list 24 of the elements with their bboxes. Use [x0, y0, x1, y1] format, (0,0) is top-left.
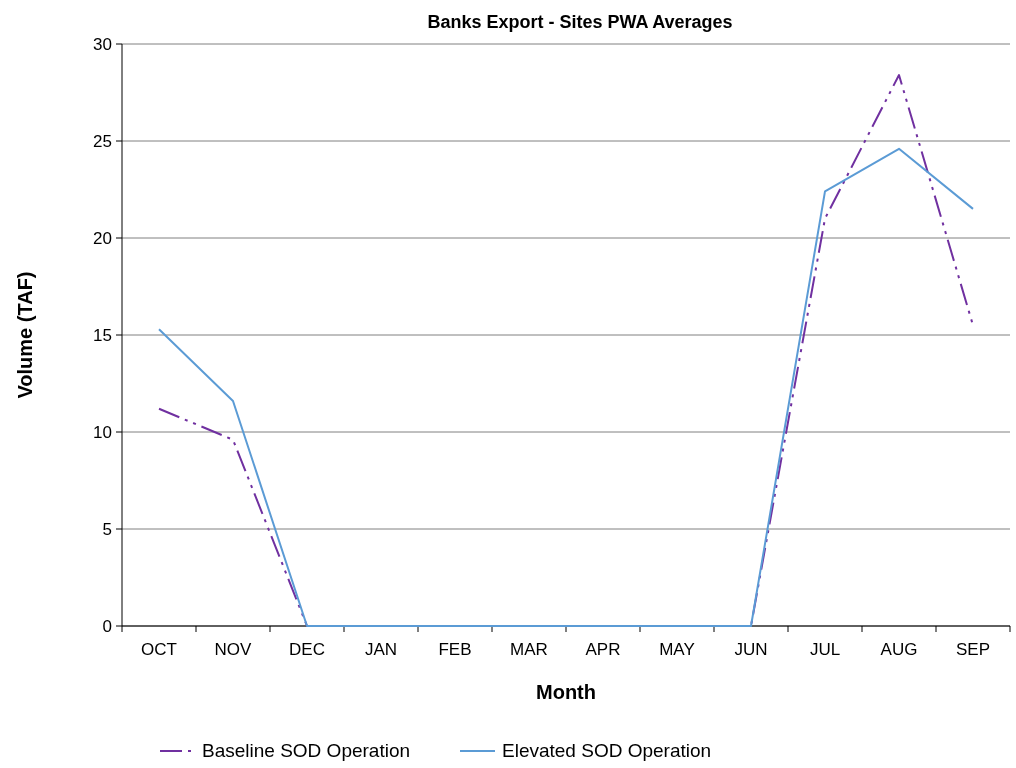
x-tick-label: JUL: [809, 640, 841, 659]
x-tick-label: NOV: [214, 640, 253, 659]
x-tick-label: FEB: [438, 640, 472, 659]
y-tick-label: 10: [93, 422, 112, 442]
y-tick-label: 0: [102, 616, 112, 636]
legend-label: Elevated SOD Operation: [502, 740, 712, 761]
legend-label: Baseline SOD Operation: [202, 740, 411, 761]
x-tick-label: MAR: [510, 640, 548, 659]
chart-title: Banks Export - Sites PWA Averages: [427, 12, 733, 32]
y-tick-label: 20: [93, 228, 112, 248]
x-tick-label: JUN: [734, 640, 768, 659]
x-tick-label: AUG: [880, 640, 918, 659]
x-axis-title: Month: [536, 681, 596, 703]
y-tick-label: 30: [93, 34, 112, 54]
y-tick-label: 5: [102, 519, 112, 539]
x-tick-label: MAY: [659, 640, 695, 659]
x-tick-label: OCT: [141, 640, 177, 659]
y-tick-label: 15: [93, 325, 112, 345]
x-tick-label: APR: [585, 640, 621, 659]
x-tick-label: SEP: [955, 640, 991, 659]
y-tick-label: 25: [93, 131, 112, 151]
x-tick-label: DEC: [289, 640, 325, 659]
y-axis-title: Volume (TAF): [14, 271, 36, 399]
x-tick-label: JAN: [364, 640, 398, 659]
